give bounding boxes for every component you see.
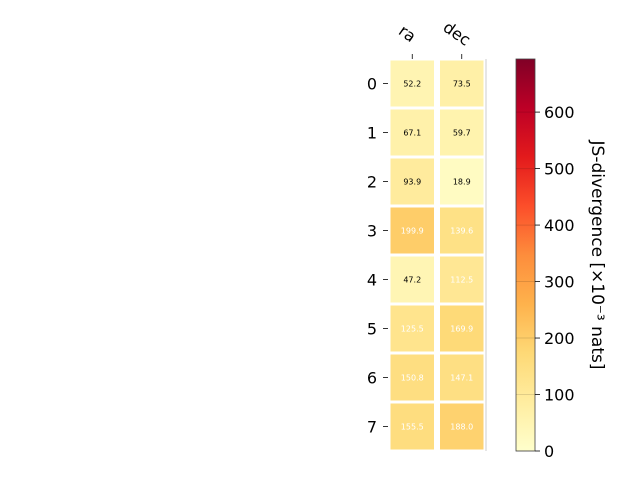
heatmap-cell (390, 158, 434, 205)
heatmap-cell (390, 403, 434, 450)
heatmap-cell (440, 207, 484, 254)
y-tick-label: 0 (367, 75, 377, 94)
y-tick-label: 4 (367, 271, 377, 290)
y-tick-label: 7 (367, 418, 377, 437)
x-tick-label: dec (440, 17, 474, 49)
heatmap-cell (440, 60, 484, 107)
x-axis: ra dec (395, 17, 474, 59)
cell-value-label: 125.5 (401, 325, 424, 334)
colorbar-tick-label: 200 (544, 329, 575, 348)
heatmap-cell (440, 403, 484, 450)
heatmap-cell (390, 256, 434, 303)
cell-value-label: 199.9 (401, 227, 424, 236)
heatmap-cells (390, 59, 487, 451)
cell-value-label: 59.7 (453, 129, 471, 138)
heatmap-cell (390, 354, 434, 401)
cell-value-label: 139.6 (450, 227, 473, 236)
heatmap-cell (390, 305, 434, 352)
cell-value-label: 52.2 (403, 80, 421, 89)
cell-value-label: 93.9 (403, 178, 421, 187)
cell-value-label: 188.0 (450, 423, 473, 432)
y-tick-label: 6 (367, 369, 377, 388)
heatmap-cell (390, 109, 434, 156)
colorbar-tick-label: 400 (544, 216, 575, 235)
heatmap-cell (440, 158, 484, 205)
colorbar-tick-label: 500 (544, 160, 575, 179)
cell-value-label: 155.5 (401, 423, 424, 432)
y-axis: 0 1 2 3 4 5 6 7 (367, 75, 388, 437)
y-tick-label: 5 (367, 320, 377, 339)
y-tick-label: 3 (367, 222, 377, 241)
cell-value-label: 169.9 (450, 325, 473, 334)
x-tick-label: ra (395, 21, 419, 46)
heatmap-cell (440, 256, 484, 303)
colorbar-tick-label: 0 (544, 442, 554, 461)
colorbar-label: JS-divergence [×10⁻³ nats] (587, 140, 607, 370)
heatmap-cell (440, 109, 484, 156)
cell-value-label: 147.1 (450, 374, 473, 383)
colorbar-ticks: 0 100 200 300 400 500 600 (516, 103, 575, 461)
colorbar-gradient (515, 58, 536, 452)
heatmap-cell-labels: 52.2 73.5 67.1 59.7 93.9 18.9 199.9 139.6 47.2 11… (401, 80, 473, 432)
colorbar-tick-label: 600 (544, 103, 575, 122)
cell-value-label: 67.1 (403, 129, 421, 138)
heatmap-cell (440, 305, 484, 352)
colorbar: 0 100 200 300 400 500 600 JS-divergence [×10⁻³… (515, 58, 607, 461)
colorbar-tick-label: 300 (544, 273, 575, 292)
heatmap-cell (390, 60, 434, 107)
cell-value-label: 112.5 (450, 276, 473, 285)
cell-value-label: 150.8 (401, 374, 424, 383)
colorbar-tick-label: 100 (544, 386, 575, 405)
y-tick-label: 2 (367, 173, 377, 192)
cell-value-label: 18.9 (453, 178, 471, 187)
cell-value-label: 47.2 (403, 276, 421, 285)
heatmap-cell (440, 354, 484, 401)
cell-value-label: 73.5 (453, 80, 471, 89)
heatmap-cell (390, 207, 434, 254)
y-tick-label: 1 (367, 124, 377, 143)
